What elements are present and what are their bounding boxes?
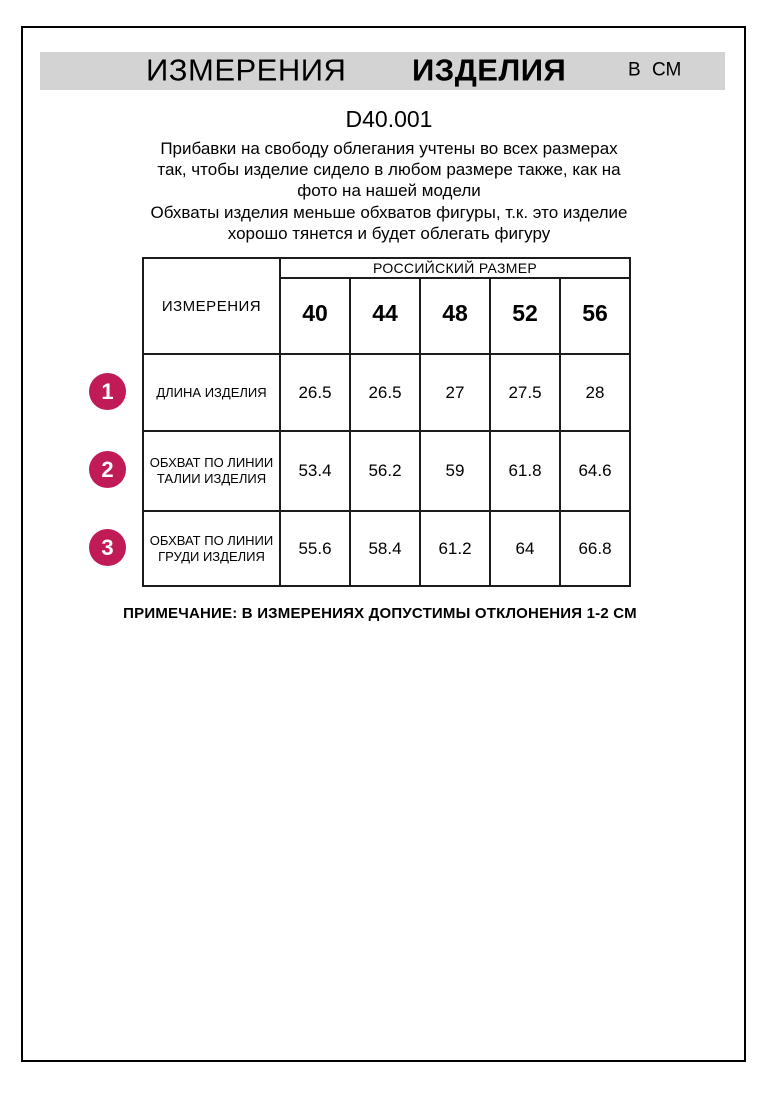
row-marker-1: 1 [89,373,126,410]
measurements-table: ИЗМЕРЕНИЯ РОССИЙСКИЙ РАЗМЕР 40 44 48 52 … [142,257,631,587]
page-border-frame [21,26,746,1062]
row-marker-3: 3 [89,529,126,566]
size-header-40: 40 [279,277,351,355]
value-cell: 61.8 [489,430,561,512]
value-cell: 55.6 [279,510,351,587]
tolerance-note: ПРИМЕЧАНИЕ: В ИЗМЕРЕНИЯХ ДОПУСТИМЫ ОТКЛО… [123,605,637,622]
row-label-chest: ОБХВАТ ПО ЛИНИИ ГРУДИ ИЗДЕЛИЯ [142,510,281,587]
value-cell: 26.5 [349,353,421,432]
value-cell: 58.4 [349,510,421,587]
value-cell: 64 [489,510,561,587]
table-corner-label: ИЗМЕРЕНИЯ [142,257,281,355]
size-header-56: 56 [559,277,631,355]
article-code: D40.001 [345,106,433,132]
row-label-waist: ОБХВАТ ПО ЛИНИИ ТАЛИИ ИЗДЕЛИЯ [142,430,281,512]
size-header-52: 52 [489,277,561,355]
table-row: ОБХВАТ ПО ЛИНИИ ГРУДИ ИЗДЕЛИЯ 55.6 58.4 … [142,510,631,587]
value-cell: 66.8 [559,510,631,587]
size-header-48: 48 [419,277,491,355]
header-units-label: В СМ [628,59,682,81]
header-title-measurements: ИЗМЕРЕНИЯ [146,52,347,88]
value-cell: 56.2 [349,430,421,512]
size-header-44: 44 [349,277,421,355]
intro-paragraph: Прибавки на свободу облегания учтены во … [157,139,621,200]
value-cell: 27 [419,353,491,432]
value-cell: 64.6 [559,430,631,512]
value-cell: 28 [559,353,631,432]
value-cell: 53.4 [279,430,351,512]
row-label-length: ДЛИНА ИЗДЕЛИЯ [142,353,281,432]
header-bar: ИЗМЕРЕНИЯ ИЗДЕЛИЯ В СМ [40,52,725,90]
row-marker-2: 2 [89,451,126,488]
table-row: ДЛИНА ИЗДЕЛИЯ 26.5 26.5 27 27.5 28 [142,353,631,432]
header-title-product: ИЗДЕЛИЯ [412,52,567,88]
fit-paragraph: Обхваты изделия меньше обхватов фигуры, … [150,203,628,243]
size-system-header: РОССИЙСКИЙ РАЗМЕР [279,257,631,279]
value-cell: 61.2 [419,510,491,587]
value-cell: 59 [419,430,491,512]
value-cell: 27.5 [489,353,561,432]
value-cell: 26.5 [279,353,351,432]
table-row: ОБХВАТ ПО ЛИНИИ ТАЛИИ ИЗДЕЛИЯ 53.4 56.2 … [142,430,631,512]
